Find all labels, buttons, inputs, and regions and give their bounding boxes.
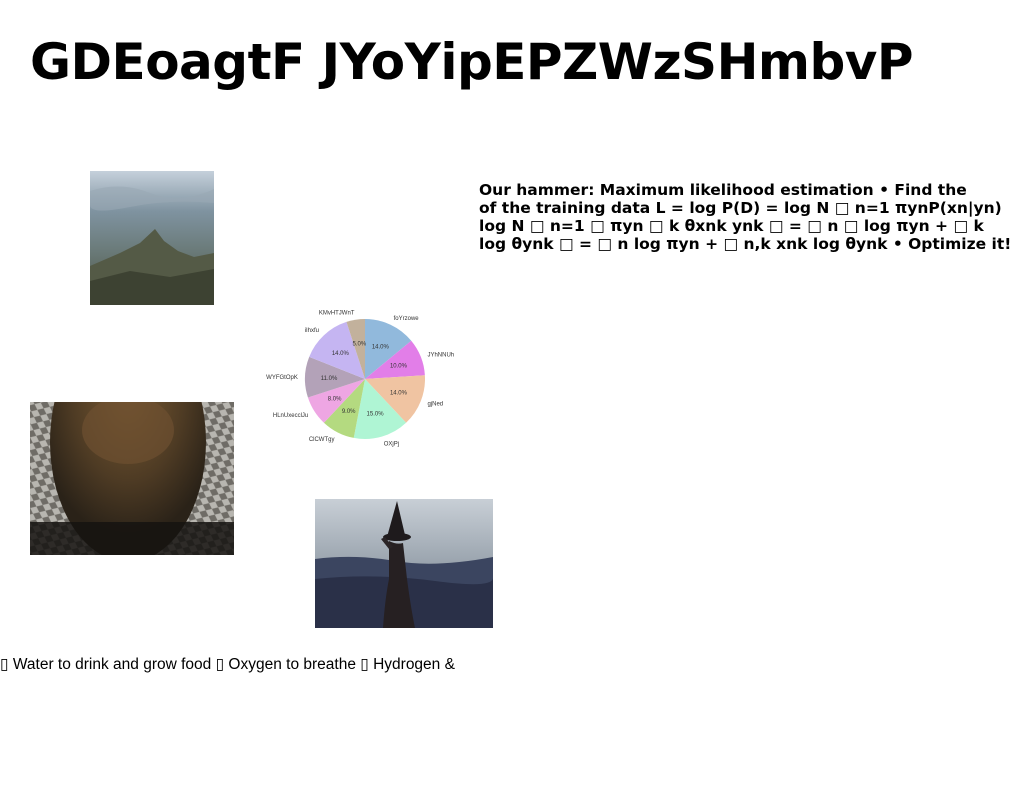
pie-chart: 14.0% foYrzowe 10.0% JYhNNUh 14.0% gjNed 15.0%… xyxy=(266,311,454,448)
body-line: log N □ n=1 □ πyn □ k θxnk ynk □ = □ n □… xyxy=(479,217,984,235)
pie-pct-label: 11.0% xyxy=(321,376,338,382)
pie-category-label: KMvHTJWnT xyxy=(319,311,355,317)
footer-text: ▯ Water to drink and grow food ▯ Oxygen … xyxy=(0,656,455,673)
tunnel-photo xyxy=(30,402,234,555)
pie-category-label: ClCWTgy xyxy=(309,437,335,443)
pie-pct-label: 10.0% xyxy=(390,364,408,370)
pie-slice-iIhxfu xyxy=(309,321,365,379)
tunnel-image xyxy=(30,402,234,555)
body-line: Our hammer: Maximum likelihood estimatio… xyxy=(479,181,967,199)
pie-slice-KMvHTJWnT xyxy=(346,319,365,379)
body-line: of the training data L = log P(D) = log … xyxy=(479,199,1002,217)
pie-pct-label: 14.0% xyxy=(332,351,350,357)
pie-category-label: gjNed xyxy=(427,402,443,408)
body-text: Our hammer: Maximum likelihood estimatio… xyxy=(479,181,1024,253)
pie-category-label: JYhNNUh xyxy=(427,352,454,358)
pie-category-label: foYrzowe xyxy=(394,316,420,322)
pie-slice-JYhNNUh xyxy=(365,340,425,379)
pie-slice-HLnUxecclJu xyxy=(307,379,365,423)
pie-slice-gjNed xyxy=(365,375,425,423)
pie-slice-OXjPj xyxy=(353,379,407,439)
mountain-photo xyxy=(90,171,214,305)
pie-pct-label: 14.0% xyxy=(372,344,390,350)
pie-slice-foYrzowe xyxy=(365,319,412,379)
pie-pct-label: 8.0% xyxy=(328,396,342,402)
witch-photo xyxy=(315,499,493,628)
pie-category-label: iIhxfu xyxy=(305,328,319,334)
pie-category-label: WYFGtOpK xyxy=(266,375,298,381)
pie-category-label: HLnUxecclJu xyxy=(273,413,308,419)
witch-image xyxy=(315,499,493,628)
pie-category-label: OXjPj xyxy=(384,442,399,448)
pie-slice-WYFGtOpK xyxy=(305,356,365,398)
pie-pct-label: 9.0% xyxy=(342,409,356,415)
pie-slice-ClCWTgy xyxy=(323,379,365,438)
slide-title: GDEoagtF JYoYipEPZWzSHmbvP xyxy=(30,33,914,91)
mountain-image xyxy=(90,171,214,305)
body-line: log θynk □ = □ n log πyn + □ n,k xnk log… xyxy=(479,235,1012,253)
pie-pct-label: 15.0% xyxy=(367,412,385,418)
pie-pct-label: 5.0% xyxy=(353,341,367,347)
pie-pct-label: 14.0% xyxy=(390,390,408,396)
